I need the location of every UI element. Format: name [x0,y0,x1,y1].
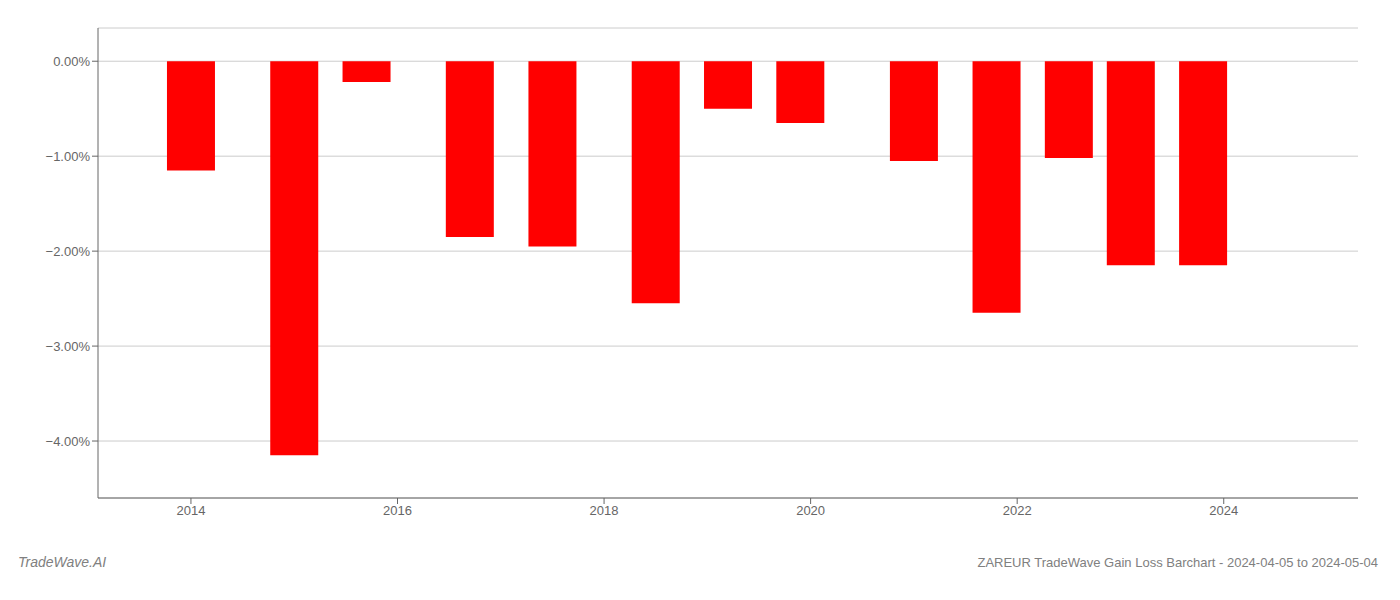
svg-text:2014: 2014 [176,503,205,518]
svg-text:−4.00%: −4.00% [46,434,91,449]
html-text:TradeWave.AI: TradeWave.AI [18,554,107,570]
svg-text:−1.00%: −1.00% [46,149,91,164]
svg-text:2020: 2020 [796,503,825,518]
svg-text:−2.00%: −2.00% [46,244,91,259]
svg-text:2022: 2022 [1003,503,1032,518]
html-text:ZAREUR TradeWave Gain Loss Bar: ZAREUR TradeWave Gain Loss Barchart - 20… [977,555,1378,570]
svg-text:2016: 2016 [383,503,412,518]
svg-text:2018: 2018 [590,503,619,518]
svg-text:2024: 2024 [1209,503,1238,518]
svg-text:−3.00%: −3.00% [46,339,91,354]
svg-text:0.00%: 0.00% [53,54,90,69]
